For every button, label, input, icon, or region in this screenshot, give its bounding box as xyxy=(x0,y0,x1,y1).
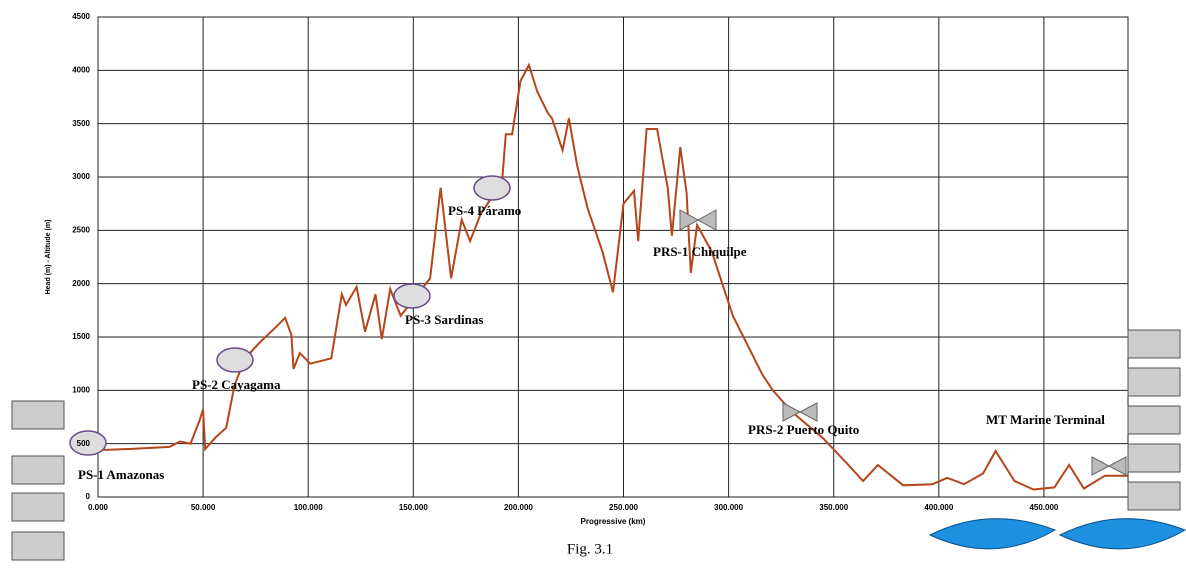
y-tick-label: 4500 xyxy=(72,12,90,21)
tank xyxy=(1128,368,1180,396)
annotation: PS-4 Páramo xyxy=(448,203,521,218)
pump xyxy=(217,348,253,372)
y-tick-label: 2500 xyxy=(72,225,90,234)
x-tick-label: 350.000 xyxy=(819,503,848,512)
tank xyxy=(12,456,64,484)
pump xyxy=(474,176,510,200)
y-tick-label: 3000 xyxy=(72,172,90,181)
x-tick-label: 0.000 xyxy=(88,503,109,512)
ship xyxy=(1060,519,1185,549)
x-tick-label: 300.000 xyxy=(714,503,743,512)
annotation: PRS-2 Puerto Quito xyxy=(748,422,859,437)
tank xyxy=(1128,444,1180,472)
x-tick-label: 100.000 xyxy=(294,503,323,512)
x-tick-label: 450.000 xyxy=(1029,503,1058,512)
ship xyxy=(930,519,1055,549)
annotation: PS-1 Amazonas xyxy=(78,467,164,482)
tank xyxy=(1128,482,1180,510)
y-tick-label: 1000 xyxy=(72,385,90,394)
x-axis-label: Progressive (km) xyxy=(581,517,646,526)
x-tick-label: 200.000 xyxy=(504,503,533,512)
tank xyxy=(1128,330,1180,358)
caption: Fig. 3.1 xyxy=(567,541,613,557)
valve xyxy=(1092,457,1126,475)
tank xyxy=(1128,406,1180,434)
x-tick-label: 400.000 xyxy=(924,503,953,512)
tank xyxy=(12,401,64,429)
y-tick-label: 3500 xyxy=(72,119,90,128)
y-tick-label: 2000 xyxy=(72,279,90,288)
annotation: PRS-1 Chiquilpe xyxy=(653,244,747,259)
profile-line xyxy=(98,65,1128,490)
annotation: MT Marine Terminal xyxy=(986,412,1105,427)
annotation: PS-2 Cayagama xyxy=(192,377,281,392)
x-tick-label: 150.000 xyxy=(399,503,428,512)
x-tick-label: 50.000 xyxy=(191,503,216,512)
y-tick-label: 4000 xyxy=(72,65,90,74)
y-axis-label: Head (m) - Altitude (m) xyxy=(45,220,52,295)
annotation: PS-3 Sardinas xyxy=(405,312,483,327)
y-tick-label: 500 xyxy=(77,439,91,448)
plot-frame xyxy=(98,17,1128,497)
y-tick-label: 0 xyxy=(86,492,91,501)
icons xyxy=(12,176,1185,560)
tank xyxy=(12,493,64,521)
tank xyxy=(12,532,64,560)
chart: Progressive (km) Head (m) - Altitude (m)… xyxy=(0,0,1186,571)
pump xyxy=(394,284,430,308)
y-tick-label: 1500 xyxy=(72,332,90,341)
x-tick-label: 250.000 xyxy=(609,503,638,512)
